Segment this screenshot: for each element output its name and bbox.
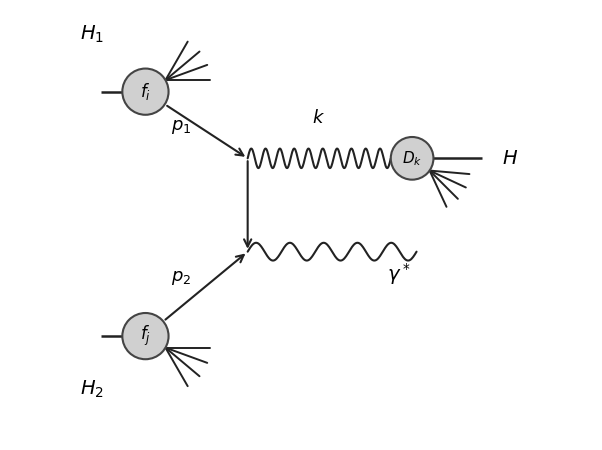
Text: $p_2$: $p_2$ bbox=[171, 270, 191, 288]
Text: $f_i$: $f_i$ bbox=[140, 81, 151, 102]
Text: $H_1$: $H_1$ bbox=[80, 23, 104, 45]
Text: $k$: $k$ bbox=[312, 109, 325, 127]
Text: $p_1$: $p_1$ bbox=[171, 118, 191, 136]
Text: $H$: $H$ bbox=[502, 149, 518, 168]
Text: $f_j$: $f_j$ bbox=[140, 324, 151, 348]
Circle shape bbox=[122, 313, 169, 359]
Circle shape bbox=[122, 68, 169, 115]
Text: $\gamma^*$: $\gamma^*$ bbox=[387, 261, 411, 287]
Circle shape bbox=[391, 137, 433, 180]
Text: $D_k$: $D_k$ bbox=[402, 149, 422, 168]
Text: $H_2$: $H_2$ bbox=[80, 379, 104, 400]
